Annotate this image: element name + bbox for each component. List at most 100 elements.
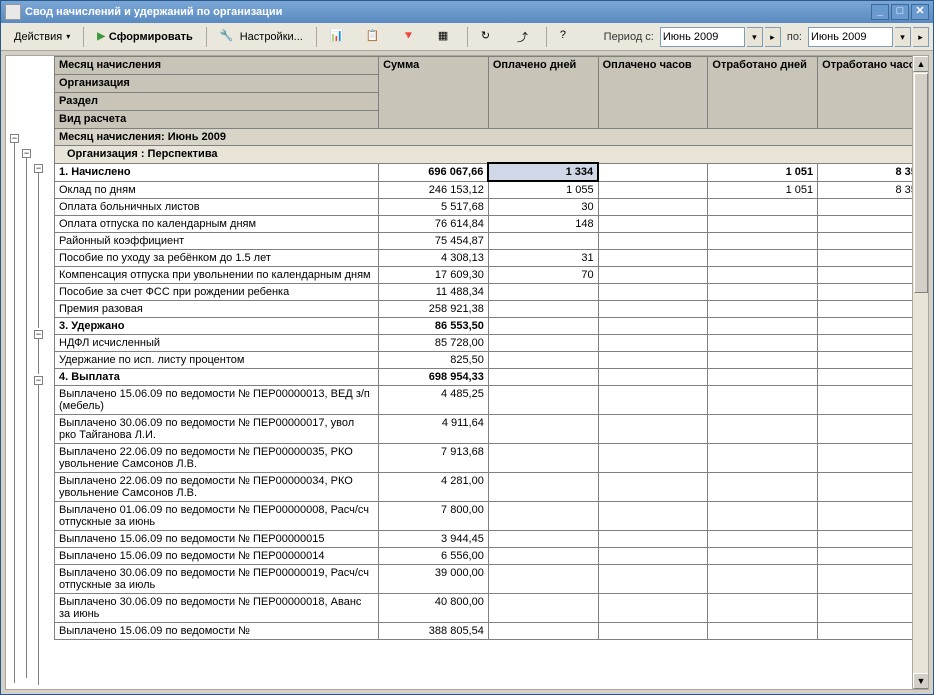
date-to-step[interactable]: ▸ (913, 27, 929, 47)
cell[interactable] (708, 415, 818, 444)
cell[interactable] (488, 531, 598, 548)
cell[interactable] (598, 301, 708, 318)
row-label[interactable]: Выплачено 30.06.09 по ведомости № ПЕР000… (55, 594, 379, 623)
date-from-dropdown[interactable]: ▾ (747, 27, 763, 47)
cell[interactable] (708, 250, 818, 267)
actions-menu[interactable]: Действия ▾ (5, 26, 79, 48)
row-label[interactable]: Выплачено 22.06.09 по ведомости № ПЕР000… (55, 473, 379, 502)
table-row[interactable]: Оплата отпуска по календарным дням76 614… (55, 216, 928, 233)
cell[interactable]: 258 921,38 (379, 301, 489, 318)
cell[interactable]: 39 000,00 (379, 565, 489, 594)
cell[interactable]: 825,50 (379, 352, 489, 369)
cell[interactable]: 85 728,00 (379, 335, 489, 352)
cell[interactable] (598, 250, 708, 267)
cell[interactable] (598, 267, 708, 284)
cell[interactable] (488, 415, 598, 444)
cell[interactable] (488, 473, 598, 502)
tool-icon-3[interactable]: 🔻 (393, 26, 427, 48)
maximize-button[interactable]: □ (891, 4, 909, 20)
cell[interactable] (488, 502, 598, 531)
cell[interactable]: 86 553,50 (379, 318, 489, 335)
header-section[interactable]: Раздел (55, 93, 379, 111)
row-label[interactable]: Выплачено 15.06.09 по ведомости № ПЕР000… (55, 386, 379, 415)
table-row[interactable]: Пособие за счет ФСС при рождении ребенка… (55, 284, 928, 301)
cell[interactable] (488, 386, 598, 415)
cell[interactable]: 30 (488, 199, 598, 216)
form-button[interactable]: ▶Сформировать (88, 26, 202, 48)
date-to-input[interactable]: Июнь 2009 (808, 27, 893, 47)
cell[interactable] (708, 301, 818, 318)
row-label[interactable]: Выплачено 22.06.09 по ведомости № ПЕР000… (55, 444, 379, 473)
cell[interactable] (488, 594, 598, 623)
cell[interactable] (598, 181, 708, 199)
table-row[interactable]: Выплачено 15.06.09 по ведомости № ПЕР000… (55, 531, 928, 548)
cell[interactable]: 4 308,13 (379, 250, 489, 267)
row-label[interactable]: НДФЛ исчисленный (55, 335, 379, 352)
scroll-thumb[interactable] (914, 73, 928, 293)
cell[interactable] (598, 233, 708, 250)
scroll-up-button[interactable]: ▲ (913, 56, 928, 72)
row-label[interactable]: Выплачено 30.06.09 по ведомости № ПЕР000… (55, 565, 379, 594)
row-label[interactable]: Премия разовая (55, 301, 379, 318)
cell[interactable] (598, 415, 708, 444)
cell[interactable]: 40 800,00 (379, 594, 489, 623)
cell[interactable]: 7 800,00 (379, 502, 489, 531)
scroll-down-button[interactable]: ▼ (913, 673, 928, 689)
tool-icon-4[interactable]: ▦ (429, 26, 463, 48)
cell[interactable] (488, 623, 598, 640)
table-row[interactable]: Премия разовая258 921,38 (55, 301, 928, 318)
table-row[interactable]: Районный коэффициент75 454,87 (55, 233, 928, 250)
cell[interactable] (598, 444, 708, 473)
table-row[interactable]: Выплачено 30.06.09 по ведомости № ПЕР000… (55, 565, 928, 594)
cell[interactable] (708, 335, 818, 352)
table-row[interactable]: НДФЛ исчисленный85 728,00 (55, 335, 928, 352)
cell[interactable] (598, 623, 708, 640)
cell[interactable] (708, 199, 818, 216)
cell[interactable]: 4 911,64 (379, 415, 489, 444)
table-row[interactable]: Выплачено 01.06.09 по ведомости № ПЕР000… (55, 502, 928, 531)
cell[interactable]: 388 805,54 (379, 623, 489, 640)
header-calc[interactable]: Вид расчета (55, 111, 379, 129)
settings-button[interactable]: 🔧Настройки... (211, 26, 312, 48)
cell[interactable]: 76 614,84 (379, 216, 489, 233)
cell[interactable]: 696 067,66 (379, 163, 489, 181)
cell[interactable] (488, 565, 598, 594)
cell[interactable] (488, 284, 598, 301)
row-label[interactable]: Пособие по уходу за ребёнком до 1.5 лет (55, 250, 379, 267)
cell[interactable]: 148 (488, 216, 598, 233)
cell[interactable] (708, 233, 818, 250)
cell[interactable] (708, 267, 818, 284)
cell[interactable] (708, 548, 818, 565)
row-label[interactable]: Выплачено 15.06.09 по ведомости № ПЕР000… (55, 548, 379, 565)
date-from-step[interactable]: ▸ (765, 27, 781, 47)
help-button[interactable]: ? (551, 26, 585, 48)
tree-collapse-3[interactable]: − (34, 164, 43, 173)
selected-cell[interactable]: 1 334 (488, 163, 598, 181)
table-row[interactable]: Компенсация отпуска при увольнении по ка… (55, 267, 928, 284)
cell[interactable] (598, 548, 708, 565)
table-row[interactable]: Выплачено 15.06.09 по ведомости № ПЕР000… (55, 386, 928, 415)
table-row[interactable]: Оплата больничных листов5 517,6830 (55, 199, 928, 216)
minimize-button[interactable]: _ (871, 4, 889, 20)
tool-icon-1[interactable]: 📊 (321, 26, 355, 48)
table-row[interactable]: Выплачено 22.06.09 по ведомости № ПЕР000… (55, 444, 928, 473)
cell[interactable] (708, 216, 818, 233)
cell[interactable] (708, 386, 818, 415)
cell[interactable] (598, 284, 708, 301)
tree-collapse-2[interactable]: − (22, 149, 31, 158)
cell[interactable] (598, 335, 708, 352)
row-label[interactable]: Удержание по исп. листу процентом (55, 352, 379, 369)
table-row[interactable]: Оклад по дням246 153,121 0551 0518 354 (55, 181, 928, 199)
cell[interactable] (598, 199, 708, 216)
tool-icon-5[interactable]: ↻ (472, 26, 506, 48)
cell[interactable] (598, 565, 708, 594)
tool-icon-6[interactable]: ⤴ (508, 26, 542, 48)
cell[interactable] (488, 444, 598, 473)
tree-collapse-1[interactable]: − (10, 134, 19, 143)
section-payment[interactable]: 4. Выплата (55, 369, 379, 386)
cell[interactable]: 698 954,33 (379, 369, 489, 386)
section-withheld[interactable]: 3. Удержано (55, 318, 379, 335)
cell[interactable] (598, 594, 708, 623)
group-org[interactable]: Организация : Перспектива (55, 146, 928, 164)
cell[interactable] (708, 531, 818, 548)
